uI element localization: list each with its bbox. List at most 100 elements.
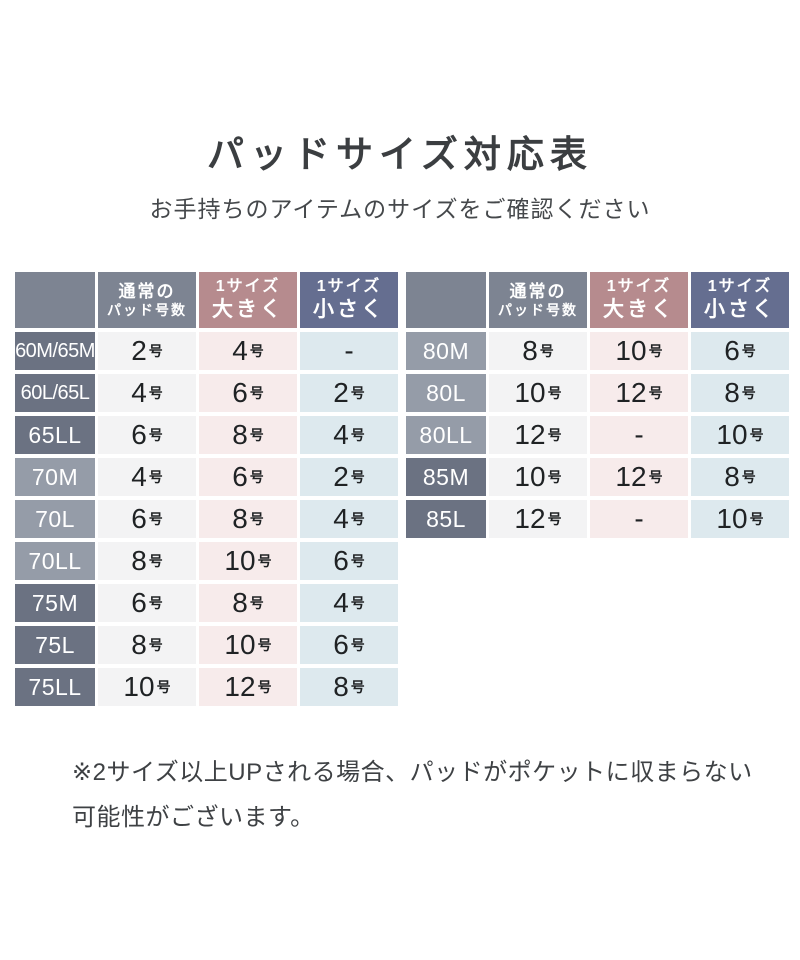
cell-value: 10: [514, 461, 546, 492]
col-header-smaller-line1: 1サイズ: [316, 277, 382, 295]
cell-unit: 号: [148, 343, 163, 359]
cell-normal-pad: 10 号: [489, 458, 587, 496]
cell-unit: 号: [249, 595, 264, 611]
cell-value: 2: [131, 335, 147, 366]
footnote-line-2: 可能性がございます。: [72, 804, 315, 831]
cell-value: 4: [333, 419, 349, 450]
size-table-right: 通常の パッド号数 1サイズ 大きく 1サイズ 小さく 80M 8 号 10 号 6 号 80L 10 号 12…: [406, 272, 789, 538]
cell-unit: 号: [257, 637, 272, 653]
cell-unit: 号: [350, 637, 365, 653]
cell-value: 8: [232, 419, 248, 450]
col-header-normal: 通常の パッド号数: [98, 272, 196, 328]
col-header-smaller-line2: 小さく: [704, 297, 776, 321]
cell-value: 4: [232, 335, 248, 366]
cell-unit: 号: [350, 427, 365, 443]
col-header-bigger-line1: 1サイズ: [215, 277, 281, 295]
col-header-bigger: 1サイズ 大きく: [590, 272, 688, 328]
row-label: 80M: [406, 332, 486, 370]
col-header-smaller-line1: 1サイズ: [707, 277, 773, 295]
cell-value: 6: [131, 587, 147, 618]
cell-one-size-bigger: 10 号: [199, 542, 297, 580]
col-header-bigger: 1サイズ大きく: [199, 272, 297, 328]
cell-unit: 号: [539, 343, 554, 359]
cell-unit: 号: [148, 637, 163, 653]
cell-unit: 号: [749, 511, 764, 527]
cell-value: 12: [514, 503, 546, 534]
cell-value: 6: [131, 419, 147, 450]
size-tables: 通常の パッド号数 1サイズ 大きく 1サイズ 小さく 60M/65M 2 号 4 号 -60L/65…: [15, 272, 789, 706]
cell-value: 8: [232, 503, 248, 534]
cell-unit: 号: [148, 427, 163, 443]
cell-unit: 号: [257, 679, 272, 695]
row-label: 70LL: [15, 542, 95, 580]
row-label: 60L/65L: [15, 374, 95, 412]
cell-unit: 号: [249, 385, 264, 401]
page-subtitle: お手持ちのアイテムのサイズをご確認ください: [149, 196, 651, 222]
cell-value: 10: [123, 671, 155, 702]
cell-value: 2: [333, 461, 349, 492]
cell-unit: 号: [156, 679, 171, 695]
col-header-smaller: 1サイズ小さく: [691, 272, 789, 328]
cell-unit: 号: [547, 469, 562, 485]
cell-value: -: [634, 503, 644, 534]
cell-normal-pad: 12 号: [489, 416, 587, 454]
cell-one-size-smaller: 10 号: [691, 416, 789, 454]
col-header-bigger-line2: 大きく: [212, 297, 284, 321]
row-label: 75LL: [15, 668, 95, 706]
cell-unit: 号: [249, 343, 264, 359]
cell-unit: 号: [350, 469, 365, 485]
cell-normal-pad: 12 号: [489, 500, 587, 538]
cell-one-size-bigger: -: [590, 416, 688, 454]
cell-value: 6: [232, 461, 248, 492]
cell-unit: 号: [148, 553, 163, 569]
col-header-bigger-line1: 1サイズ: [606, 277, 672, 295]
cell-value: 8: [522, 335, 538, 366]
cell-value: 10: [716, 503, 748, 534]
cell-value: 12: [224, 671, 256, 702]
cell-value: -: [344, 335, 354, 366]
cell-unit: 号: [350, 679, 365, 695]
cell-unit: 号: [350, 385, 365, 401]
cell-value: -: [634, 419, 644, 450]
col-header-smaller: 1サイズ小さく: [300, 272, 398, 328]
cell-one-size-bigger: -: [590, 500, 688, 538]
cell-unit: 号: [547, 385, 562, 401]
cell-unit: 号: [148, 511, 163, 527]
cell-value: 4: [333, 503, 349, 534]
cell-unit: 号: [648, 469, 663, 485]
footnote-line-1: ※2サイズ以上UPされる場合、パッドがポケットに収まらない: [72, 759, 753, 786]
cell-value: 6: [333, 545, 349, 576]
cell-one-size-bigger: 12 号: [199, 668, 297, 706]
cell-unit: 号: [547, 511, 562, 527]
footnote: ※2サイズ以上UPされる場合、パッドがポケットに収まらない 可能性がございます。: [72, 750, 753, 840]
cell-unit: 号: [249, 427, 264, 443]
row-label: 70M: [15, 458, 95, 496]
corner-cell: [15, 272, 95, 328]
cell-unit: 号: [741, 385, 756, 401]
cell-unit: 号: [350, 553, 365, 569]
col-header-normal-line1: 通常の: [509, 281, 567, 301]
size-table-left: 通常の パッド号数 1サイズ 大きく 1サイズ 小さく 60M/65M 2 号 4 号 -60L/65…: [15, 272, 398, 706]
cell-value: 10: [224, 629, 256, 660]
cell-value: 8: [333, 671, 349, 702]
cell-value: 8: [724, 461, 740, 492]
row-label: 75L: [15, 626, 95, 664]
cell-unit: 号: [547, 427, 562, 443]
col-header-normal: 通常の パッド号数: [489, 272, 587, 328]
col-header-smaller-line2: 小さく: [313, 297, 385, 321]
